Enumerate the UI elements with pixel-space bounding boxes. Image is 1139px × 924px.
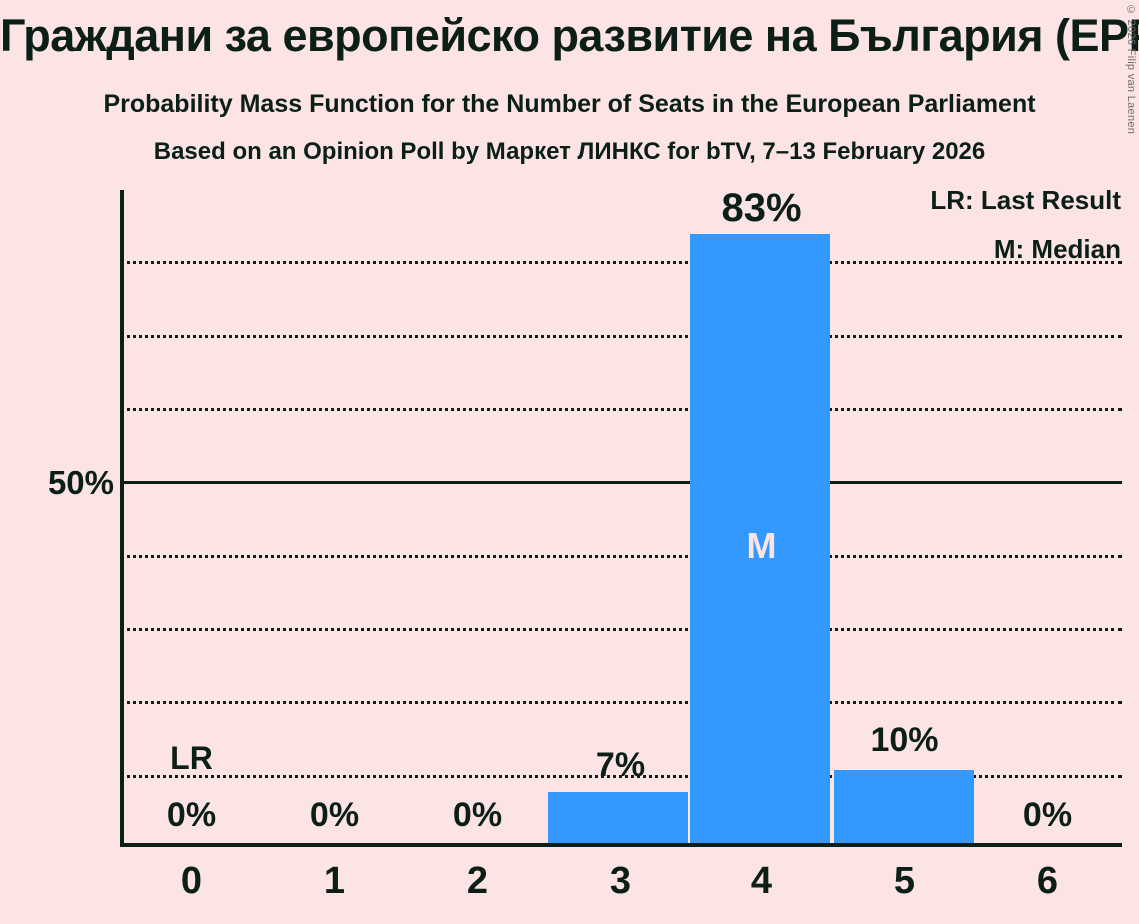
chart-subtitle-source: Based on an Opinion Poll by Маркет ЛИНКС… [153,138,986,165]
gridline-30 [120,628,1122,631]
y-axis-line [120,190,124,847]
value-label-3: 7% [595,746,646,784]
gridline-80 [120,261,1122,264]
gridline-10 [120,775,1122,778]
legend-last-result: LR: Last Result [930,185,1121,215]
gridline-40 [120,555,1122,558]
gridline-50 [120,481,1122,484]
x-axis-line [120,843,1122,847]
value-label-6: 0% [1022,796,1073,834]
copyright-notice: © 2026 Filip van Laenen [1125,4,1137,135]
bar-4 [690,233,830,843]
gridline-60 [120,408,1122,411]
chart-title: Граждани за европейско развитие на Бълга… [0,10,1139,61]
median-marker: M [746,525,777,566]
last-result-marker: LR [170,740,213,776]
x-axis-tick-3: 3 [609,860,632,902]
bar-3 [548,791,688,843]
value-label-4: 83% [721,186,802,230]
x-axis-tick-5: 5 [893,860,916,902]
gridline-70 [120,335,1122,338]
gridline-20 [120,701,1122,704]
plot-area [120,190,1122,847]
x-axis-tick-0: 0 [180,860,203,902]
value-label-0: 0% [166,796,217,834]
x-axis-tick-2: 2 [466,860,489,902]
value-label-2: 0% [452,796,503,834]
value-label-1: 0% [309,796,360,834]
x-axis-tick-6: 6 [1036,860,1059,902]
legend-median: M: Median [993,234,1121,264]
chart-subtitle-primary: Probability Mass Function for the Number… [103,90,1036,118]
x-axis-tick-1: 1 [323,860,346,902]
y-axis-tick-50: 50% [47,464,114,501]
x-axis-tick-4: 4 [750,860,773,902]
value-label-5: 10% [870,721,939,759]
bar-5 [834,769,974,843]
